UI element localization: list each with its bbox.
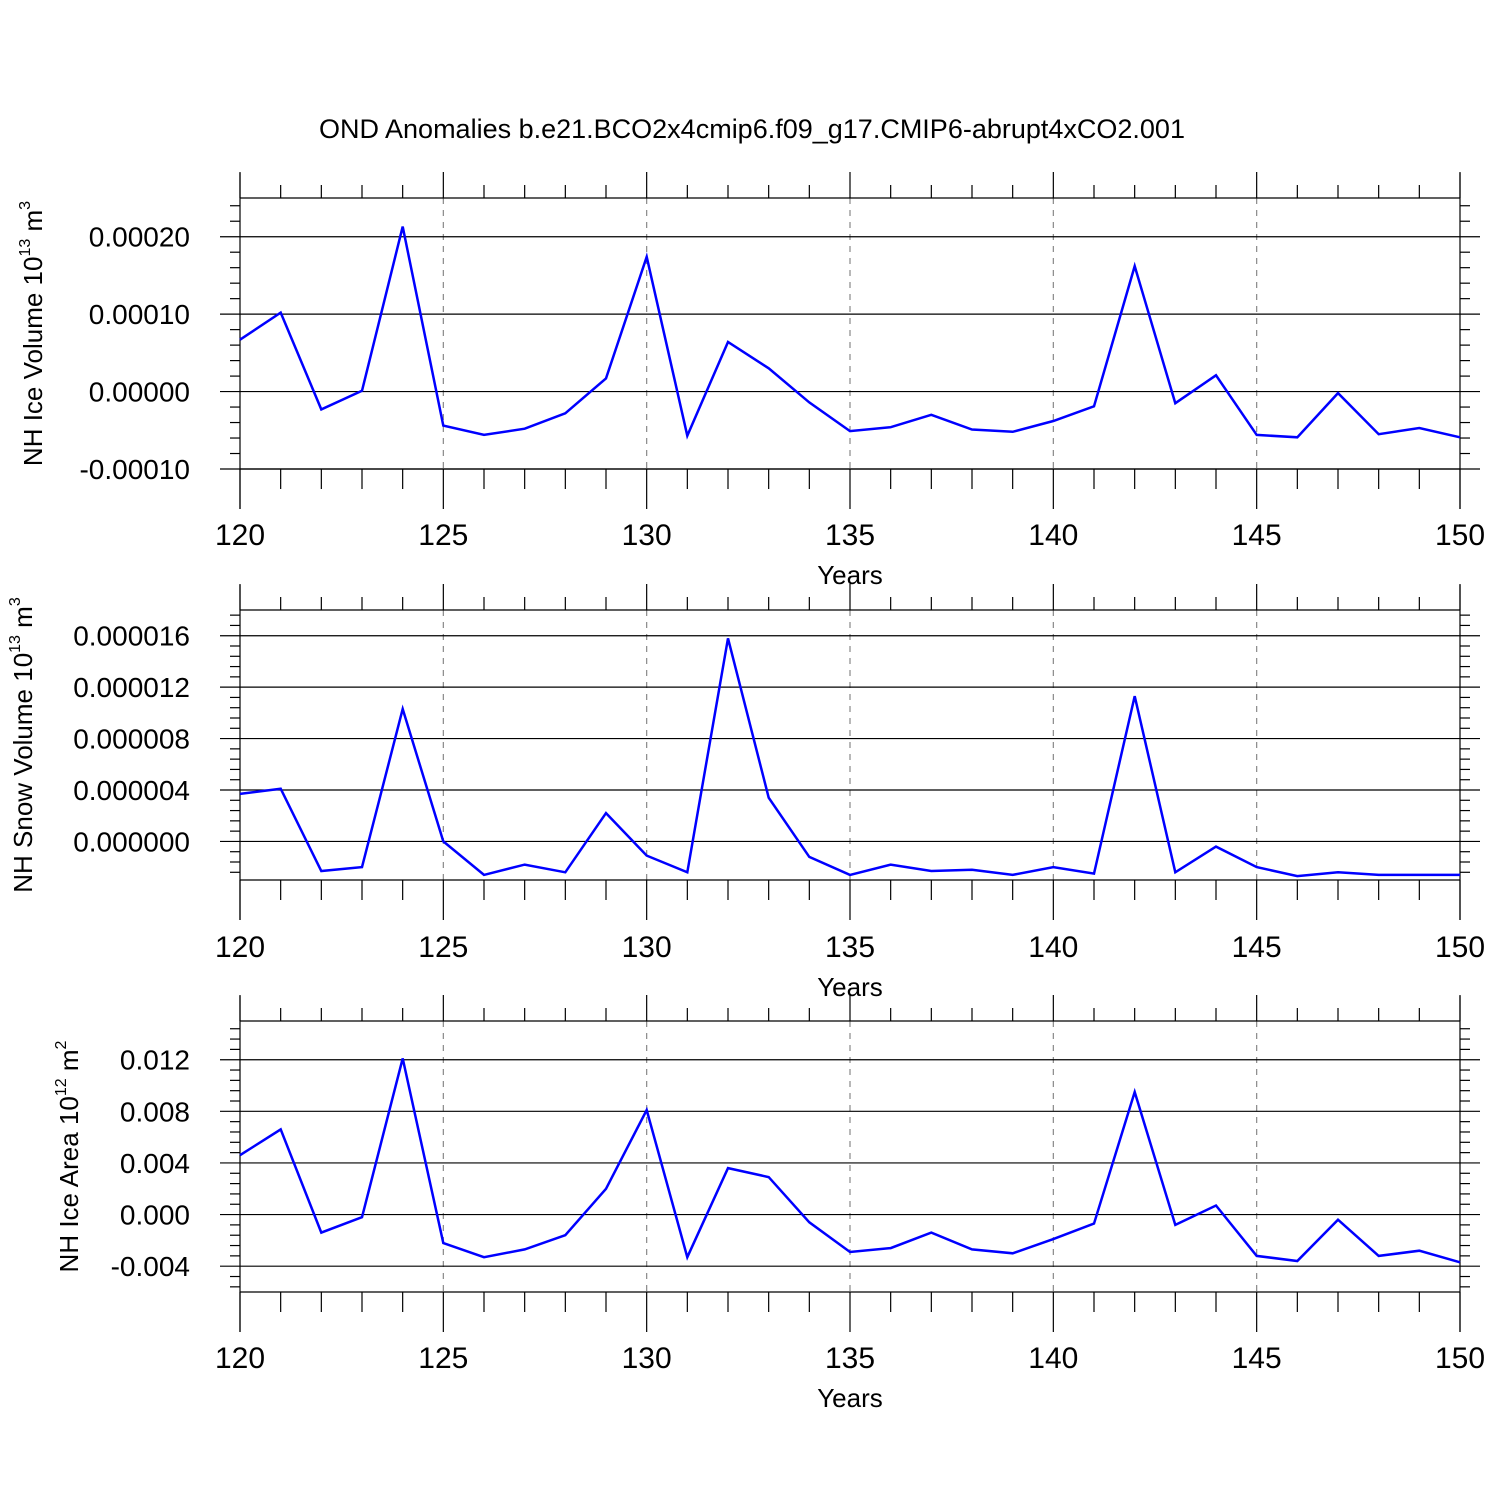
x-tick-label: 130 <box>622 1342 672 1375</box>
series-line <box>239 1058 1461 1264</box>
chart-title: OND Anomalies b.e21.BCO2x4cmip6.f09_g17.… <box>319 114 1185 144</box>
y-tick-label: 0.004 <box>120 1148 190 1179</box>
panel-3: -0.004 0.000 0.004 0.008 0.012 120 125 130 135 14… <box>53 995 1485 1413</box>
y-tick-label: -0.00010 <box>79 454 190 485</box>
y-tick-label: 0.00000 <box>89 377 190 408</box>
x-tick-label: 140 <box>1028 519 1078 552</box>
y-axis-title: NH Ice Volume 1013 m3 <box>17 201 48 466</box>
x-tick-label: 120 <box>215 931 265 964</box>
y-tick-label: 0.00020 <box>89 222 190 253</box>
panels: -0.00010 0.00000 0.00010 0.00020 120 125 130 13… <box>7 172 1485 1413</box>
x-tick-label: 130 <box>622 519 672 552</box>
x-tick-label: 135 <box>825 519 875 552</box>
x-tick-label: 120 <box>215 1342 265 1375</box>
panel-2: 0.000000 0.000004 0.000008 0.000012 0.000016… <box>7 584 1485 1002</box>
x-tick-label: 130 <box>622 931 672 964</box>
x-tick-label: 150 <box>1435 1342 1485 1375</box>
series-line <box>239 226 1461 440</box>
y-tick-label: 0.000000 <box>73 826 190 857</box>
x-tick-label: 145 <box>1232 519 1282 552</box>
y-tick-label: 0.000 <box>120 1200 190 1231</box>
y-tick-label: 0.000012 <box>73 672 190 703</box>
y-tick-label: 0.000008 <box>73 724 190 755</box>
y-axis-title: NH Snow Volume 1013 m3 <box>7 597 38 893</box>
y-tick-label: 0.012 <box>120 1045 190 1076</box>
y-tick-label: 0.008 <box>120 1096 190 1127</box>
series-line <box>239 637 1460 878</box>
x-tick-label: 135 <box>825 931 875 964</box>
x-tick-label: 125 <box>418 931 468 964</box>
x-tick-label: 150 <box>1435 519 1485 552</box>
x-tick-label: 120 <box>215 519 265 552</box>
x-axis-title: Years <box>817 1383 883 1413</box>
x-tick-label: 140 <box>1028 1342 1078 1375</box>
y-tick-label: 0.000016 <box>73 621 190 652</box>
y-tick-label: 0.00010 <box>89 299 190 330</box>
panel-1: -0.00010 0.00000 0.00010 0.00020 120 125 130 13… <box>17 172 1485 590</box>
y-tick-label: -0.004 <box>111 1251 190 1282</box>
x-tick-label: 150 <box>1435 931 1485 964</box>
x-tick-label: 125 <box>418 1342 468 1375</box>
y-tick-label: 0.000004 <box>73 775 190 806</box>
x-tick-label: 135 <box>825 1342 875 1375</box>
y-axis-title: NH Ice Area 1012 m2 <box>53 1040 84 1272</box>
x-tick-label: 140 <box>1028 931 1078 964</box>
x-tick-label: 145 <box>1232 931 1282 964</box>
x-tick-label: 125 <box>418 519 468 552</box>
x-tick-label: 145 <box>1232 1342 1282 1375</box>
